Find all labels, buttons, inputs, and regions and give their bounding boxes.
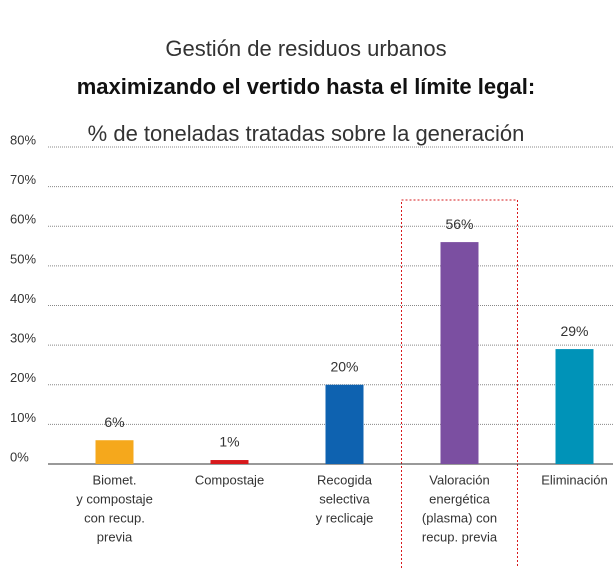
value-label: 20% [330,358,358,374]
x-tick-label: con recup. [84,510,145,525]
x-tick-label: y compostaje [76,491,153,506]
bar [210,460,249,464]
x-tick-label: recup. previa [422,529,498,544]
x-tick-label: Compostaje [195,472,264,487]
x-tick-label: y reclicaje [316,510,374,525]
x-tick-label: Biomet. [92,472,136,487]
y-tick-label: 70% [10,172,36,187]
x-tick-label: Valoración [429,472,489,487]
y-tick-label: 20% [10,370,36,385]
bar [555,349,594,464]
highlight-box [401,199,518,568]
bar [325,384,364,464]
value-label: 1% [219,434,239,450]
value-label: 56% [445,216,473,232]
y-tick-label: 10% [10,410,36,425]
chart-subtitle-bold: maximizando el vertido hasta el límite l… [77,74,535,99]
y-tick-label: 80% [10,132,36,147]
x-tick-label: (plasma) con [422,510,497,525]
y-tick-label: 0% [10,449,29,464]
chart-subtitle: % de toneladas tratadas sobre la generac… [88,121,525,146]
x-tick-label: previa [97,529,133,544]
x-tick-label: Recogida [317,472,373,487]
y-tick-label: 60% [10,212,36,227]
bar [95,440,134,464]
bar [440,242,479,464]
x-tick-label: energética [429,491,490,506]
x-tick-label: selectiva [319,491,370,506]
y-tick-label: 40% [10,291,36,306]
y-tick-label: 50% [10,251,36,266]
chart-title: Gestión de residuos urbanos [165,36,446,61]
x-tick-label: Eliminación [541,472,607,487]
y-tick-label: 30% [10,331,36,346]
value-label: 29% [560,323,588,339]
value-label: 6% [104,414,124,430]
